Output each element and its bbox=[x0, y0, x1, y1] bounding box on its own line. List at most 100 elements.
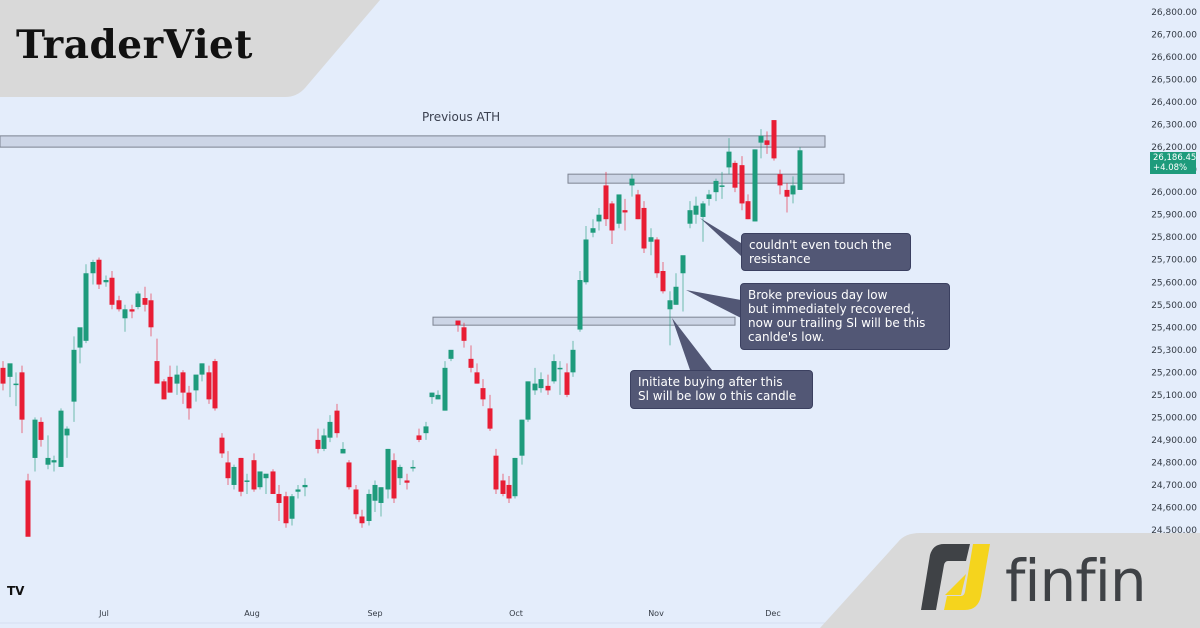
candle-up bbox=[340, 442, 346, 454]
candle-up bbox=[713, 178, 719, 202]
candle-up bbox=[687, 201, 693, 229]
price-change: +4.08% bbox=[1153, 163, 1188, 173]
candle-up bbox=[366, 489, 372, 526]
price-tick-label: 25,700.00 bbox=[1151, 256, 1197, 266]
candle-up bbox=[667, 291, 673, 346]
candle-down bbox=[206, 365, 212, 404]
candle-down bbox=[745, 194, 751, 220]
candle-up bbox=[135, 291, 141, 310]
price-zones bbox=[0, 135, 845, 326]
price-axis[interactable]: 26,800.00 26,700.00 26,600.00 26,500.00 26,4… bbox=[1151, 8, 1197, 536]
candle-down bbox=[506, 475, 512, 503]
annotation-initiate-buy[interactable]: Initiate buying after this Sl will be lo… bbox=[630, 370, 813, 409]
annotation-pointer bbox=[686, 290, 741, 318]
candle-up bbox=[570, 340, 576, 377]
price-tick-label: 26,800.00 bbox=[1151, 8, 1197, 18]
candle-up bbox=[532, 367, 538, 395]
candle-up bbox=[193, 374, 199, 402]
candle-down bbox=[468, 345, 474, 373]
candle-up bbox=[295, 484, 301, 499]
candle-up bbox=[616, 194, 622, 229]
candle-up bbox=[758, 129, 764, 159]
annotation-line: Initiate buying after this bbox=[638, 375, 783, 389]
candle-down bbox=[346, 460, 352, 490]
candle-up bbox=[525, 381, 531, 422]
candle-down bbox=[180, 370, 186, 404]
candle-down bbox=[238, 457, 244, 497]
candle-up bbox=[551, 354, 557, 384]
candle-down bbox=[38, 417, 44, 447]
candle-up bbox=[706, 189, 712, 206]
candle-up bbox=[244, 473, 250, 494]
candle-up bbox=[83, 264, 89, 344]
annotation-line: resistance bbox=[749, 252, 811, 266]
candle-down bbox=[161, 379, 167, 400]
candle-up bbox=[429, 392, 435, 404]
traderviet-logo-banner bbox=[0, 0, 380, 97]
candle-down bbox=[219, 433, 225, 458]
annotation-line: couldn't even touch the bbox=[749, 238, 892, 252]
candle-up bbox=[719, 171, 725, 199]
annotation-touch-resistance[interactable]: couldn't even touch the resistance bbox=[741, 233, 911, 271]
candle-down bbox=[603, 171, 609, 226]
price-tick-label: 26,500.00 bbox=[1151, 76, 1197, 86]
time-tick-label: Dec bbox=[765, 609, 780, 618]
price-tick-label: 24,900.00 bbox=[1151, 436, 1197, 446]
candle-down bbox=[732, 160, 738, 193]
candle-down bbox=[142, 286, 148, 312]
candle-up bbox=[51, 455, 57, 472]
candle-down bbox=[500, 473, 506, 497]
candle-down bbox=[359, 509, 365, 528]
candle-up bbox=[442, 361, 448, 411]
time-tick-label: Aug bbox=[244, 609, 260, 618]
zone-resistance[interactable] bbox=[567, 173, 845, 184]
previous-ath-label: Previous ATH bbox=[422, 110, 500, 124]
price-tick-label: 25,400.00 bbox=[1151, 323, 1197, 333]
candle-up bbox=[263, 473, 269, 494]
price-tick-label: 24,800.00 bbox=[1151, 458, 1197, 468]
candle-up bbox=[302, 478, 308, 497]
candle-down bbox=[315, 428, 321, 454]
candle-up bbox=[90, 259, 96, 285]
candle-up bbox=[372, 480, 378, 512]
tradingview-logo-icon[interactable]: TV bbox=[7, 584, 25, 598]
candle-down bbox=[404, 473, 410, 490]
candle-up bbox=[673, 273, 679, 305]
candle-down bbox=[283, 491, 289, 528]
price-tick-label: 25,500.00 bbox=[1151, 301, 1197, 311]
price-tick-label: 25,100.00 bbox=[1151, 391, 1197, 401]
candle-up bbox=[583, 225, 589, 285]
price-tick-label: 25,000.00 bbox=[1151, 413, 1197, 423]
candle-down bbox=[461, 322, 467, 348]
candle-down bbox=[487, 394, 493, 431]
candle-up bbox=[289, 493, 295, 526]
price-tick-label: 26,200.00 bbox=[1151, 143, 1197, 153]
time-tick-label: Oct bbox=[509, 609, 523, 618]
candles bbox=[0, 120, 803, 537]
price-tick-label: 26,300.00 bbox=[1151, 121, 1197, 131]
candle-down bbox=[739, 156, 745, 211]
candle-up bbox=[231, 464, 237, 490]
candle-up bbox=[174, 365, 180, 395]
time-axis[interactable]: Jul Aug Sep Oct Nov Dec bbox=[98, 609, 781, 618]
candle-down bbox=[416, 428, 422, 443]
candle-down bbox=[334, 403, 340, 438]
candle-down bbox=[25, 473, 31, 537]
candle-up bbox=[700, 201, 706, 242]
candle-down bbox=[167, 365, 173, 393]
candle-down bbox=[225, 451, 231, 485]
finfin-mark-icon bbox=[921, 544, 990, 610]
candle-down bbox=[784, 183, 790, 213]
annotation-broke-low[interactable]: Broke previous day low but immediately r… bbox=[740, 283, 950, 350]
candle-down bbox=[455, 320, 461, 332]
candle-up bbox=[435, 390, 441, 400]
zone-previous-ath[interactable] bbox=[0, 135, 826, 148]
last-price: 26,186.45 bbox=[1153, 153, 1197, 163]
candle-down bbox=[109, 271, 115, 310]
candle-up bbox=[448, 349, 454, 362]
zone-support[interactable] bbox=[432, 316, 736, 326]
candle-up bbox=[13, 372, 19, 407]
candle-down bbox=[764, 131, 770, 154]
